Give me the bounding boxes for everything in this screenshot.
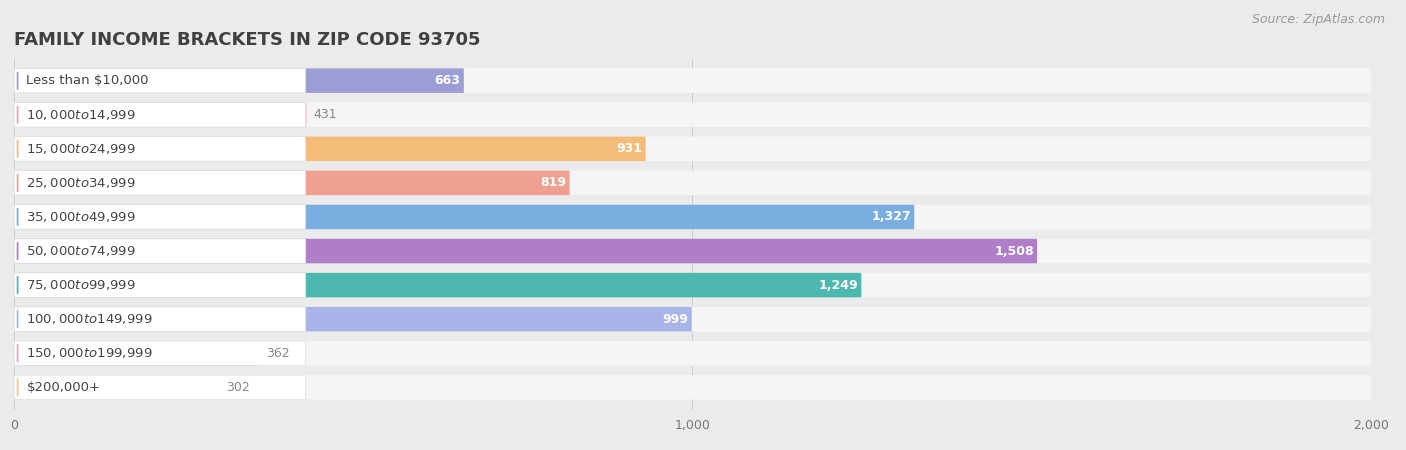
FancyBboxPatch shape bbox=[14, 68, 1371, 93]
FancyBboxPatch shape bbox=[14, 239, 1371, 263]
FancyBboxPatch shape bbox=[14, 103, 305, 127]
Text: 663: 663 bbox=[434, 74, 460, 87]
Text: $150,000 to $199,999: $150,000 to $199,999 bbox=[27, 346, 153, 360]
FancyBboxPatch shape bbox=[14, 375, 305, 400]
FancyBboxPatch shape bbox=[14, 136, 305, 161]
Text: FAMILY INCOME BRACKETS IN ZIP CODE 93705: FAMILY INCOME BRACKETS IN ZIP CODE 93705 bbox=[14, 31, 481, 49]
FancyBboxPatch shape bbox=[14, 341, 1371, 365]
Text: $10,000 to $14,999: $10,000 to $14,999 bbox=[27, 108, 136, 122]
FancyBboxPatch shape bbox=[14, 103, 1371, 127]
Text: 819: 819 bbox=[540, 176, 567, 189]
FancyBboxPatch shape bbox=[14, 68, 305, 93]
Text: 1,508: 1,508 bbox=[994, 244, 1033, 257]
FancyBboxPatch shape bbox=[14, 171, 1371, 195]
FancyBboxPatch shape bbox=[14, 205, 305, 229]
FancyBboxPatch shape bbox=[14, 136, 645, 161]
Text: Less than $10,000: Less than $10,000 bbox=[27, 74, 149, 87]
FancyBboxPatch shape bbox=[14, 375, 219, 400]
FancyBboxPatch shape bbox=[14, 205, 1371, 229]
Text: $75,000 to $99,999: $75,000 to $99,999 bbox=[27, 278, 136, 292]
Text: $25,000 to $34,999: $25,000 to $34,999 bbox=[27, 176, 136, 190]
FancyBboxPatch shape bbox=[14, 171, 569, 195]
FancyBboxPatch shape bbox=[14, 68, 464, 93]
Text: $200,000+: $200,000+ bbox=[27, 381, 100, 394]
Text: $35,000 to $49,999: $35,000 to $49,999 bbox=[27, 210, 136, 224]
FancyBboxPatch shape bbox=[14, 307, 692, 332]
FancyBboxPatch shape bbox=[14, 307, 305, 332]
Text: 1,327: 1,327 bbox=[872, 211, 911, 224]
FancyBboxPatch shape bbox=[14, 239, 1038, 263]
FancyBboxPatch shape bbox=[14, 103, 307, 127]
FancyBboxPatch shape bbox=[14, 136, 1371, 161]
Text: $100,000 to $149,999: $100,000 to $149,999 bbox=[27, 312, 153, 326]
FancyBboxPatch shape bbox=[14, 205, 914, 229]
FancyBboxPatch shape bbox=[14, 273, 305, 297]
Text: Source: ZipAtlas.com: Source: ZipAtlas.com bbox=[1251, 14, 1385, 27]
Text: 431: 431 bbox=[314, 108, 337, 121]
Text: 1,249: 1,249 bbox=[818, 279, 858, 292]
FancyBboxPatch shape bbox=[14, 341, 305, 365]
FancyBboxPatch shape bbox=[14, 307, 1371, 332]
FancyBboxPatch shape bbox=[14, 171, 305, 195]
Text: $50,000 to $74,999: $50,000 to $74,999 bbox=[27, 244, 136, 258]
Text: 999: 999 bbox=[662, 313, 689, 326]
FancyBboxPatch shape bbox=[14, 375, 1371, 400]
FancyBboxPatch shape bbox=[14, 341, 260, 365]
Text: $15,000 to $24,999: $15,000 to $24,999 bbox=[27, 142, 136, 156]
FancyBboxPatch shape bbox=[14, 273, 862, 297]
Text: 931: 931 bbox=[616, 142, 643, 155]
Text: 362: 362 bbox=[266, 347, 290, 360]
FancyBboxPatch shape bbox=[14, 239, 305, 263]
FancyBboxPatch shape bbox=[14, 273, 1371, 297]
Text: 302: 302 bbox=[226, 381, 249, 394]
